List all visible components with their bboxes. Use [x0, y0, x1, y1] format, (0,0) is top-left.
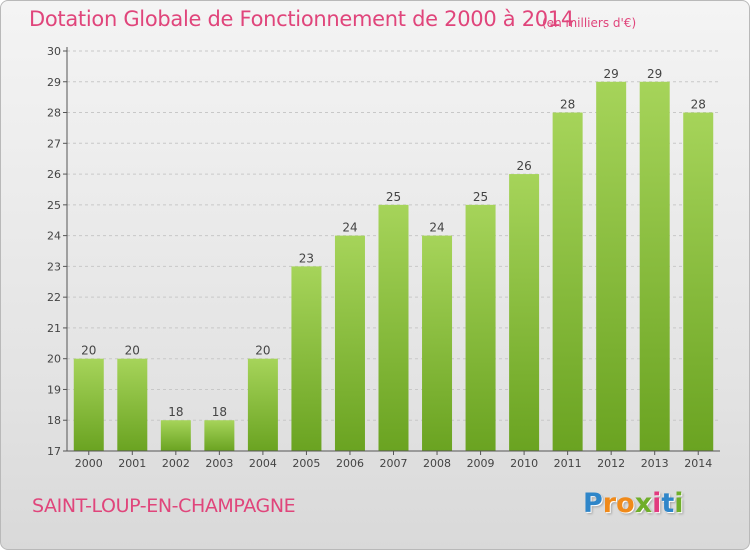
data-label: 25 [473, 190, 488, 204]
bar [683, 112, 714, 452]
data-label: 24 [429, 221, 444, 235]
bar [117, 358, 148, 451]
x-tick-label: 2000 [75, 457, 103, 470]
chart-title: Dotation Globale de Fonctionnement de 20… [29, 7, 574, 31]
logo-letter: t [661, 488, 675, 519]
x-tick-label: 2011 [554, 457, 582, 470]
bar [204, 420, 235, 451]
chart-unit: (en milliers d'€) [542, 16, 637, 30]
y-tick-label: 17 [47, 445, 61, 458]
bar [465, 204, 496, 451]
bar [639, 81, 670, 452]
y-tick-label: 30 [47, 45, 61, 58]
axes: 17 18 19 20 21 22 23 24 25 26 27 28 29 30 2000 2001 2002… [47, 45, 720, 470]
x-tick-label: 2012 [597, 457, 625, 470]
x-tick-label: 2006 [336, 457, 364, 470]
commune-name: SAINT-LOUP-EN-CHAMPAGNE [32, 495, 296, 517]
x-tick-label: 2002 [162, 457, 190, 470]
data-label: 18 [212, 405, 227, 419]
bar [247, 358, 278, 451]
bar [334, 235, 365, 451]
data-label: 26 [516, 159, 531, 173]
data-label: 18 [168, 405, 183, 419]
data-labels: 20 20 18 18 20 23 24 25 24 25 26 28 29 29 28 [81, 67, 706, 419]
data-label: 29 [604, 67, 619, 81]
y-tick-label: 23 [47, 260, 61, 273]
data-label: 20 [255, 344, 270, 358]
data-label: 25 [386, 190, 401, 204]
bars [73, 81, 714, 452]
y-tick-label: 20 [47, 353, 61, 366]
x-tick-label: 2003 [205, 457, 233, 470]
x-tick-label: 2013 [641, 457, 669, 470]
x-tick-label: 2009 [467, 457, 495, 470]
data-label: 24 [342, 221, 357, 235]
y-tick-label: 28 [47, 107, 61, 120]
y-tick-label: 27 [47, 137, 61, 150]
data-label: 20 [125, 344, 140, 358]
x-tick-label: 2008 [423, 457, 451, 470]
logo-letter: P [583, 488, 603, 519]
x-tick-label: 2014 [684, 457, 712, 470]
logo-letter: o [616, 488, 635, 519]
bar [509, 174, 540, 452]
logo-letter: i [674, 488, 684, 519]
y-tick-label: 29 [47, 76, 61, 89]
bar [291, 266, 322, 451]
y-tick-label: 18 [47, 414, 61, 427]
x-tick-label: 2010 [510, 457, 538, 470]
x-tick-label: 2001 [118, 457, 146, 470]
bar [552, 112, 583, 452]
y-tick-label: 24 [47, 230, 61, 243]
bar [160, 420, 191, 451]
proxiti-logo: Proxiti [583, 488, 684, 519]
x-tick-label: 2005 [292, 457, 320, 470]
data-label: 28 [560, 98, 575, 112]
y-tick-label: 19 [47, 383, 61, 396]
y-tick-label: 22 [47, 291, 61, 304]
data-label: 23 [299, 251, 314, 265]
y-tick-label: 25 [47, 199, 61, 212]
data-label: 20 [81, 344, 96, 358]
logo-letter: r [602, 488, 617, 519]
logo-letter: i [652, 488, 662, 519]
bar [422, 235, 453, 451]
y-tick-label: 26 [47, 168, 61, 181]
bar [596, 81, 627, 452]
data-label: 29 [647, 67, 662, 81]
data-label: 28 [691, 98, 706, 112]
bar [73, 358, 104, 451]
logo-letter: x [634, 488, 653, 519]
bar [378, 204, 409, 451]
x-tick-label: 2004 [249, 457, 277, 470]
x-tick-label: 2007 [380, 457, 408, 470]
y-tick-label: 21 [47, 322, 61, 335]
